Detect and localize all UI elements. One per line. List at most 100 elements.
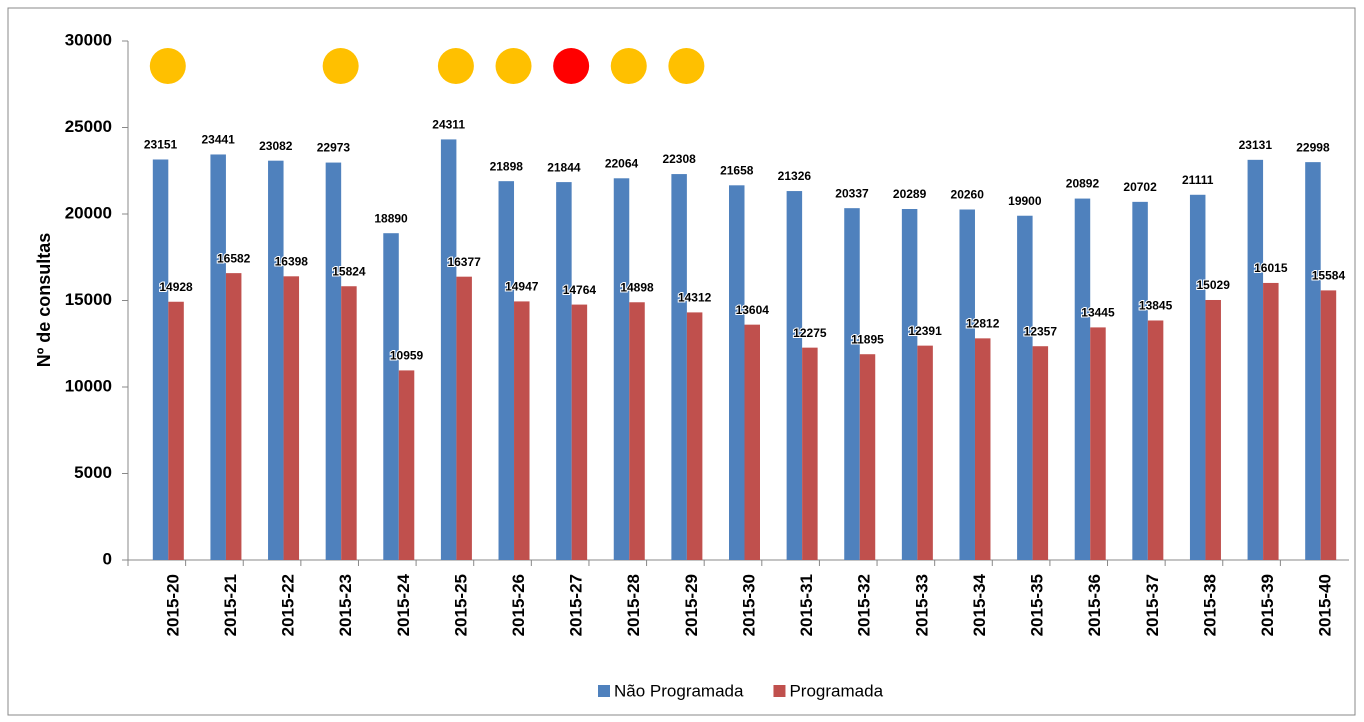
data-label: 12812 [966,317,1000,331]
bar [629,302,645,560]
bar [729,185,745,561]
data-label: 24311 [432,118,465,132]
x-tick-label: 2015-30 [739,574,758,636]
data-label: 12357 [1024,324,1058,338]
x-tick-label: 2015-33 [912,574,931,636]
x-tick-label: 2015-28 [624,574,643,636]
legend-label: Não Programada [614,681,744,700]
data-label: 16015 [1254,261,1288,275]
bar [1263,282,1279,560]
x-tick-label: 2015-29 [682,574,701,636]
data-label: 15029 [1197,278,1231,292]
data-label: 21111 [1182,173,1214,187]
x-tick-label: 2015-24 [394,573,413,636]
bar [341,286,357,560]
x-tick-label: 2015-35 [1028,574,1047,636]
data-label: 20702 [1123,180,1157,194]
data-label: 21658 [720,163,754,177]
x-tick-label: 2015-23 [336,574,355,636]
alert-marker [553,48,590,84]
data-label: 22973 [317,141,351,155]
data-label: 21898 [490,159,524,173]
bar [383,233,399,560]
data-label: 16377 [447,255,481,269]
x-tick-label: 2015-40 [1316,574,1335,636]
data-label: 15824 [332,264,366,278]
data-label: 14928 [159,280,193,294]
data-label: 12391 [908,324,942,338]
data-label: 16582 [217,251,251,265]
data-label: 13845 [1139,299,1173,313]
data-label: 16398 [275,254,309,268]
x-tick-label: 2015-26 [509,574,528,636]
bar [671,174,687,560]
bar [1247,159,1264,561]
bar [844,208,860,560]
x-tick-label: 2015-27 [567,574,586,636]
data-label: 22308 [662,152,696,166]
x-tick-label: 2015-21 [221,574,240,636]
bar [210,154,226,560]
data-label: 22998 [1296,140,1330,154]
x-tick-label: 2015-34 [970,573,989,636]
y-tick-label: 20000 [65,203,112,222]
bar [917,345,933,560]
x-tick-label: 2015-25 [451,574,470,636]
bar [802,347,818,560]
x-tick-label: 2015-39 [1258,574,1277,636]
y-tick-label: 10000 [65,376,112,395]
bar [959,209,975,560]
bar [456,276,472,560]
data-label: 19900 [1008,194,1042,208]
bar [859,354,876,560]
data-label: 12275 [793,326,827,340]
bar [974,338,991,560]
x-tick-label: 2015-32 [855,574,874,636]
bar [1305,162,1321,561]
legend-swatch [598,685,610,697]
data-label: 21844 [547,160,581,174]
x-tick-label: 2015-31 [797,574,816,636]
bar [283,276,300,560]
bar [268,160,284,560]
legend-label: Programada [789,681,883,700]
bar [514,301,530,560]
data-label: 18890 [374,211,408,225]
data-label: 22064 [605,156,639,170]
bar [1074,198,1091,560]
legend-swatch [773,685,786,697]
data-label: 14898 [620,280,654,294]
alert-marker [495,48,532,84]
bar [1032,346,1049,560]
bar [325,162,342,561]
data-label: 23131 [1239,138,1273,152]
y-tick-label: 15000 [65,290,112,309]
bar [398,370,415,560]
alert-marker [437,48,474,84]
data-label: 11895 [851,332,884,346]
bar [744,324,760,560]
y-tick-label: 5000 [74,463,112,482]
data-label: 20260 [951,188,985,202]
bar [152,159,169,560]
data-label: 21326 [778,169,812,183]
bar [786,191,803,561]
alert-marker [668,48,705,84]
alert-marker [610,48,647,84]
bar [1132,201,1148,560]
bar [1017,215,1033,561]
data-label: 14947 [505,280,539,294]
bar [1189,194,1206,560]
data-label: 13604 [736,303,770,317]
bar [1147,320,1164,560]
bar [1320,290,1337,560]
bar [498,181,515,560]
bar [613,178,630,561]
y-axis-title: Nº de consultas [34,233,54,368]
bar [901,209,918,560]
bar [556,182,572,560]
alert-marker [322,48,359,84]
data-label: 20892 [1066,177,1100,191]
data-label: 23151 [144,138,178,152]
